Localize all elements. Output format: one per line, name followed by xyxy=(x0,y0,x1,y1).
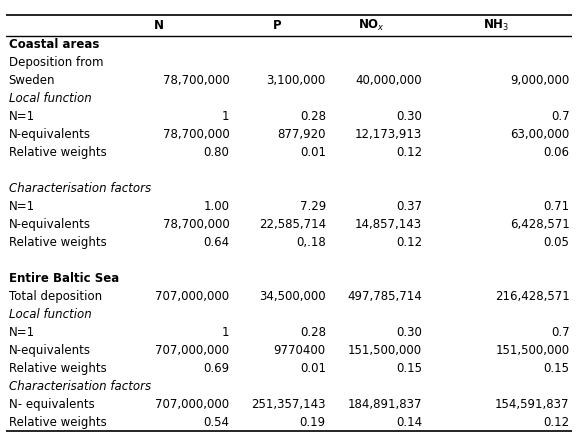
Text: Local function: Local function xyxy=(9,92,91,105)
Text: 9770400: 9770400 xyxy=(274,344,326,357)
Text: 0.30: 0.30 xyxy=(397,326,422,339)
Text: 0.12: 0.12 xyxy=(396,236,422,249)
Text: 0.28: 0.28 xyxy=(300,110,326,123)
Text: Relative weights: Relative weights xyxy=(9,362,106,375)
Text: Relative weights: Relative weights xyxy=(9,236,106,249)
Text: 0.15: 0.15 xyxy=(396,362,422,375)
Text: 497,785,714: 497,785,714 xyxy=(347,290,422,303)
Text: 0.12: 0.12 xyxy=(396,146,422,159)
Text: 0.19: 0.19 xyxy=(300,415,326,429)
Text: 0.15: 0.15 xyxy=(543,362,569,375)
Text: 707,000,000: 707,000,000 xyxy=(155,398,229,411)
Text: 78,700,000: 78,700,000 xyxy=(163,218,229,231)
Text: N-equivalents: N-equivalents xyxy=(9,128,91,141)
Text: 251,357,143: 251,357,143 xyxy=(251,398,326,411)
Text: 6,428,571: 6,428,571 xyxy=(510,218,569,231)
Text: 0,.18: 0,.18 xyxy=(296,236,326,249)
Text: 707,000,000: 707,000,000 xyxy=(155,290,229,303)
Text: 0.28: 0.28 xyxy=(300,326,326,339)
Text: 22,585,714: 22,585,714 xyxy=(259,218,326,231)
Text: Total deposition: Total deposition xyxy=(9,290,102,303)
Text: 78,700,000: 78,700,000 xyxy=(163,128,229,141)
Text: 0.30: 0.30 xyxy=(397,110,422,123)
Text: 0.64: 0.64 xyxy=(203,236,229,249)
Text: Relative weights: Relative weights xyxy=(9,415,106,429)
Text: Characterisation factors: Characterisation factors xyxy=(9,182,151,195)
Text: 0.69: 0.69 xyxy=(203,362,229,375)
Text: 40,000,000: 40,000,000 xyxy=(355,74,422,87)
Text: 0.7: 0.7 xyxy=(551,326,569,339)
Text: Sweden: Sweden xyxy=(9,74,55,87)
Text: Characterisation factors: Characterisation factors xyxy=(9,380,151,392)
Text: N=1: N=1 xyxy=(9,200,35,213)
Text: N=1: N=1 xyxy=(9,326,35,339)
Text: 0.05: 0.05 xyxy=(543,236,569,249)
Text: 0.80: 0.80 xyxy=(203,146,229,159)
Text: 0.7: 0.7 xyxy=(551,110,569,123)
Text: NO$_x$: NO$_x$ xyxy=(358,18,384,33)
Text: 0.71: 0.71 xyxy=(543,200,569,213)
Text: Entire Baltic Sea: Entire Baltic Sea xyxy=(9,272,119,285)
Text: 151,500,000: 151,500,000 xyxy=(348,344,422,357)
Text: NH$_3$: NH$_3$ xyxy=(483,18,509,33)
Text: 707,000,000: 707,000,000 xyxy=(155,344,229,357)
Text: 34,500,000: 34,500,000 xyxy=(259,290,326,303)
Text: 78,700,000: 78,700,000 xyxy=(163,74,229,87)
Text: 877,920: 877,920 xyxy=(277,128,326,141)
Text: 0.37: 0.37 xyxy=(396,200,422,213)
Text: 0.14: 0.14 xyxy=(396,415,422,429)
Text: 0.01: 0.01 xyxy=(300,146,326,159)
Text: 3,100,000: 3,100,000 xyxy=(266,74,326,87)
Text: 184,891,837: 184,891,837 xyxy=(347,398,422,411)
Text: Deposition from: Deposition from xyxy=(9,56,103,69)
Text: Local function: Local function xyxy=(9,308,91,321)
Text: 151,500,000: 151,500,000 xyxy=(495,344,569,357)
Text: 1.00: 1.00 xyxy=(203,200,229,213)
Text: Coastal areas: Coastal areas xyxy=(9,38,99,51)
Text: 1: 1 xyxy=(222,110,229,123)
Text: 0.06: 0.06 xyxy=(543,146,569,159)
Text: N: N xyxy=(154,19,164,32)
Text: N=1: N=1 xyxy=(9,110,35,123)
Text: 9,000,000: 9,000,000 xyxy=(510,74,569,87)
Text: 154,591,837: 154,591,837 xyxy=(495,398,569,411)
Text: 63,00,000: 63,00,000 xyxy=(510,128,569,141)
Text: N- equivalents: N- equivalents xyxy=(9,398,94,411)
Text: P: P xyxy=(273,19,282,32)
Text: 216,428,571: 216,428,571 xyxy=(495,290,569,303)
Text: 0.01: 0.01 xyxy=(300,362,326,375)
Text: 0.54: 0.54 xyxy=(203,415,229,429)
Text: 0.12: 0.12 xyxy=(543,415,569,429)
Text: 1: 1 xyxy=(222,326,229,339)
Text: N-equivalents: N-equivalents xyxy=(9,344,91,357)
Text: N-equivalents: N-equivalents xyxy=(9,218,91,231)
Text: 12,173,913: 12,173,913 xyxy=(355,128,422,141)
Text: 14,857,143: 14,857,143 xyxy=(355,218,422,231)
Text: Relative weights: Relative weights xyxy=(9,146,106,159)
Text: 7.29: 7.29 xyxy=(299,200,326,213)
